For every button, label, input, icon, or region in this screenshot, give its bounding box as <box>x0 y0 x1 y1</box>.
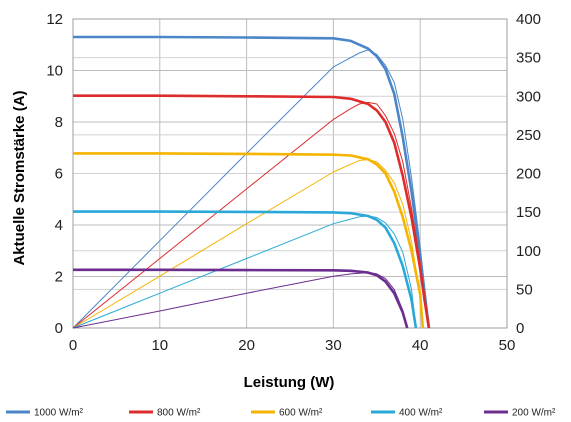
y-left-axis-ticks: 0 2 4 6 8 10 12 <box>46 11 63 337</box>
x-tick-label: 50 <box>499 337 516 354</box>
plot-frame <box>72 18 508 329</box>
grid-lines <box>72 18 508 329</box>
y-right-tick-label: 350 <box>516 50 541 67</box>
x-tick-label: 40 <box>412 337 429 354</box>
power-curve-2 <box>72 159 424 329</box>
y-right-tick-label: 150 <box>516 204 541 221</box>
legend-label-1: 800 W/m² <box>157 408 201 419</box>
y-right-axis-ticks: 0 50 100 150 200 250 300 350 400 <box>516 11 541 337</box>
plot-area-frame <box>72 18 508 329</box>
x-tick-label: 10 <box>151 337 168 354</box>
power-curve-1 <box>72 101 430 329</box>
power-curve-0 <box>72 49 430 329</box>
x-tick-label: 30 <box>325 337 342 354</box>
current-curve-1 <box>73 94 431 329</box>
legend-label-2: 600 W/m² <box>279 408 323 419</box>
current-curve-3 <box>73 210 418 329</box>
y-left-tick-label: 10 <box>46 63 63 80</box>
current-curve-0 <box>73 35 431 329</box>
y-left-tick-label: 2 <box>55 269 63 286</box>
legend-label-0: 1000 W/m² <box>34 408 84 419</box>
y-left-tick-label: 8 <box>55 114 63 131</box>
y-left-tick-label: 0 <box>55 320 63 337</box>
y-right-tick-label: 100 <box>516 243 541 260</box>
y-left-tick-label: 6 <box>55 166 63 183</box>
y-right-tick-label: 200 <box>516 166 541 183</box>
legend-label-3: 400 W/m² <box>399 408 443 419</box>
y-right-tick-label: 400 <box>516 11 541 28</box>
series-layer <box>72 35 431 329</box>
y-axis-title: Aktuelle Stromstärke (A) <box>11 90 28 265</box>
y-left-tick-label: 12 <box>46 11 63 28</box>
x-tick-label: 0 <box>69 337 77 354</box>
legend-label-4: 200 W/m² <box>512 408 556 419</box>
y-right-tick-label: 300 <box>516 88 541 105</box>
y-right-tick-label: 50 <box>516 281 533 298</box>
x-axis-ticks: 0 10 20 30 40 50 <box>69 337 516 354</box>
legend: 1000 W/m² 800 W/m² 600 W/m² 400 W/m² 200 W/m… <box>6 408 556 419</box>
x-axis-title: Leistung (W) <box>244 374 335 391</box>
y-right-tick-label: 0 <box>516 320 524 337</box>
current-curve-4 <box>73 268 409 329</box>
power-curve-4 <box>72 271 408 329</box>
current-curve-2 <box>73 152 425 329</box>
y-left-tick-label: 4 <box>55 217 63 234</box>
y-right-tick-label: 250 <box>516 127 541 144</box>
x-tick-label: 20 <box>238 337 255 354</box>
